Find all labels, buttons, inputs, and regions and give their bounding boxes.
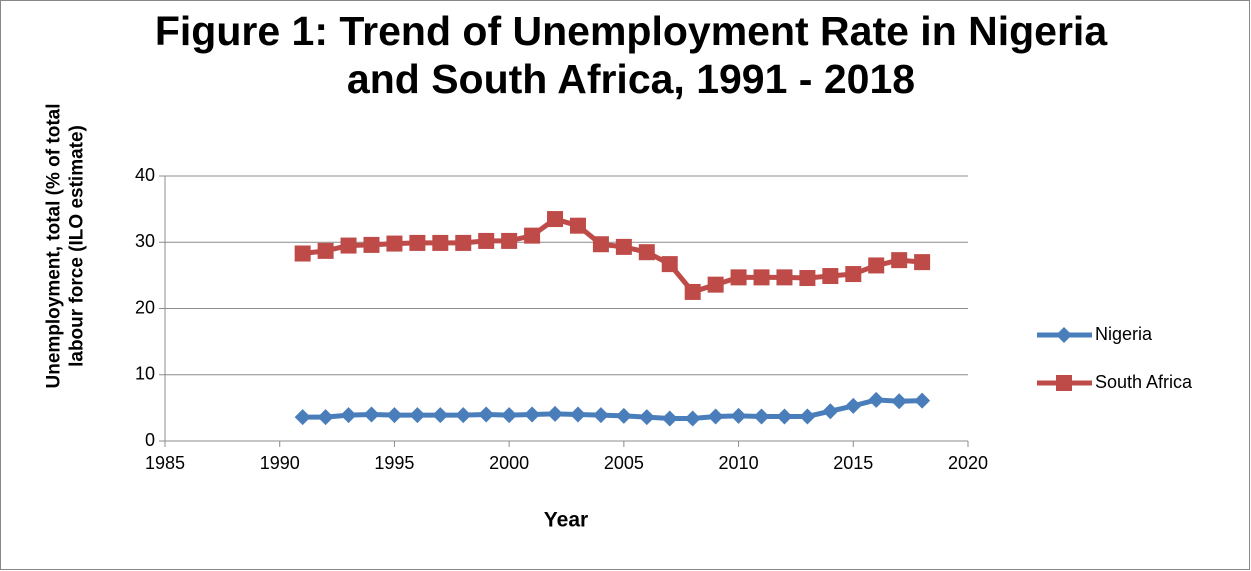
data-point xyxy=(776,408,793,425)
data-point xyxy=(478,232,495,249)
data-point xyxy=(569,406,586,423)
data-point xyxy=(569,217,586,234)
legend-label: Nigeria xyxy=(1095,324,1153,344)
data-point xyxy=(822,403,839,420)
data-point xyxy=(615,407,632,424)
x-tick-label: 1995 xyxy=(374,453,414,473)
data-point xyxy=(776,269,793,286)
data-point xyxy=(707,276,724,293)
data-point xyxy=(868,257,885,274)
legend-marker xyxy=(1056,327,1072,343)
data-point xyxy=(524,227,541,244)
y-tick-label: 20 xyxy=(135,297,155,317)
data-point xyxy=(799,408,816,425)
data-point xyxy=(822,268,839,285)
data-point xyxy=(684,283,701,300)
data-point xyxy=(547,211,564,228)
data-point xyxy=(317,242,334,259)
data-point xyxy=(455,234,472,251)
data-point xyxy=(661,410,678,427)
y-tick-label: 30 xyxy=(135,231,155,251)
data-point xyxy=(455,407,472,424)
data-point xyxy=(615,238,632,255)
y-axis-label: Unemployment, total (% of total labour fo… xyxy=(44,104,88,389)
data-point xyxy=(914,392,931,409)
data-point xyxy=(340,407,357,424)
data-point xyxy=(753,408,770,425)
data-point xyxy=(592,407,609,424)
data-point xyxy=(638,244,655,261)
chart-title: Figure 1: Trend of Unemployment Rate in … xyxy=(155,8,1108,102)
data-point xyxy=(891,393,908,410)
data-point xyxy=(409,407,426,424)
data-point xyxy=(386,235,403,252)
data-point xyxy=(340,237,357,254)
x-tick-label: 2010 xyxy=(719,453,759,473)
data-point xyxy=(547,405,564,422)
data-point xyxy=(845,266,862,283)
x-tick-label: 1985 xyxy=(145,453,185,473)
data-point xyxy=(845,397,862,414)
legend-marker xyxy=(1056,375,1072,391)
data-point xyxy=(592,236,609,253)
data-point xyxy=(432,407,449,424)
x-tick-label: 2020 xyxy=(948,453,988,473)
y-tick-label: 10 xyxy=(135,364,155,384)
data-point xyxy=(363,406,380,423)
x-axis-label: Year xyxy=(544,509,588,532)
data-point xyxy=(501,232,518,249)
data-point xyxy=(891,252,908,269)
data-point xyxy=(386,407,403,424)
series-line xyxy=(302,216,923,295)
series-line xyxy=(302,397,923,421)
data-point xyxy=(409,234,426,251)
data-point xyxy=(294,409,311,426)
data-point xyxy=(294,245,311,262)
data-point xyxy=(661,256,678,273)
data-point xyxy=(799,270,816,287)
data-point xyxy=(317,409,334,426)
data-point xyxy=(432,234,449,251)
data-point xyxy=(868,391,885,408)
data-point xyxy=(707,408,724,425)
data-point xyxy=(638,409,655,426)
y-tick-label: 0 xyxy=(145,430,155,450)
data-point xyxy=(524,406,541,423)
x-tick-label: 2015 xyxy=(833,453,873,473)
data-point xyxy=(684,410,701,427)
data-point xyxy=(730,269,747,286)
data-point xyxy=(501,407,518,424)
data-point xyxy=(363,236,380,253)
data-point xyxy=(478,406,495,423)
data-point xyxy=(914,254,931,271)
y-tick-label: 40 xyxy=(135,165,155,185)
data-point xyxy=(730,407,747,424)
legend-label: South Africa xyxy=(1095,372,1193,392)
x-tick-label: 1990 xyxy=(260,453,300,473)
x-tick-label: 2000 xyxy=(489,453,529,473)
x-tick-label: 2005 xyxy=(604,453,644,473)
data-point xyxy=(753,269,770,286)
